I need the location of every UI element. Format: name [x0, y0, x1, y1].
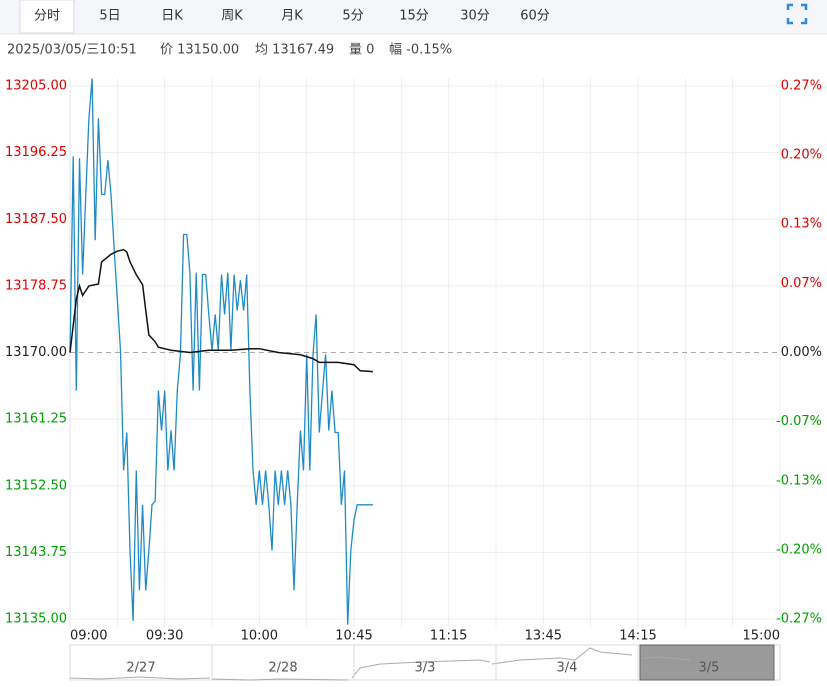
- x-tick-label: 14:15: [619, 629, 656, 644]
- info-item: 幅 -0.15%: [389, 43, 452, 58]
- y2-tick-label: -0.07%: [776, 414, 822, 429]
- navigator-date: 3/4: [557, 661, 578, 676]
- navigator-sparkline: [351, 659, 491, 679]
- tab[interactable]: 60分: [520, 9, 550, 24]
- x-tick-label: 09:30: [146, 629, 183, 644]
- info-item: 2025/03/05/三10:51: [7, 43, 137, 58]
- tab[interactable]: 30分: [460, 9, 490, 24]
- info-item: 量 0: [349, 43, 374, 58]
- y-tick-label: 13143.75: [5, 545, 67, 560]
- y2-tick-label: -0.13%: [776, 473, 822, 488]
- price-line: [69, 78, 373, 625]
- x-tick-label: 11:15: [430, 629, 467, 644]
- y-tick-label: 13196.25: [5, 145, 67, 160]
- tab[interactable]: 月K: [281, 9, 303, 24]
- tab[interactable]: 15分: [399, 9, 429, 24]
- range-selector[interactable]: [639, 644, 775, 681]
- tab[interactable]: 分时: [34, 9, 60, 24]
- y2-tick-label: 0.20%: [781, 148, 822, 163]
- y-tick-label: 13205.00: [5, 79, 67, 94]
- y-tick-label: 13178.75: [5, 278, 67, 293]
- navigator-date: 3/3: [415, 661, 436, 676]
- y2-tick-label: 0.13%: [781, 217, 822, 232]
- navigator-date: 3/5: [699, 661, 720, 676]
- y2-tick-label: 0.07%: [781, 276, 822, 291]
- tab[interactable]: 周K: [221, 9, 243, 24]
- average-line: [69, 248, 373, 373]
- tab[interactable]: 5日: [99, 9, 120, 24]
- navigator-date: 2/28: [268, 661, 297, 676]
- x-tick-label: 10:45: [335, 629, 372, 644]
- x-tick-label: 13:45: [525, 629, 562, 644]
- tab[interactable]: 5分: [342, 9, 363, 24]
- y-tick-label: 13135.00: [5, 612, 67, 627]
- navigator-sparkline: [491, 647, 633, 665]
- fullscreen-icon[interactable]: [786, 3, 808, 25]
- x-tick-label: 09:00: [70, 629, 107, 644]
- y-tick-label: 13187.50: [5, 212, 67, 227]
- y-tick-label: 13152.50: [5, 478, 67, 493]
- x-tick-label: 10:00: [241, 629, 278, 644]
- y2-tick-label: -0.27%: [776, 612, 822, 627]
- y-tick-label: 13170.00: [5, 345, 67, 360]
- active-tab: [19, 0, 75, 34]
- tab[interactable]: 日K: [161, 9, 183, 24]
- x-tick-label: 15:00: [743, 629, 780, 644]
- navigator-sparkline: [643, 656, 691, 661]
- y-tick-label: 13161.25: [5, 412, 67, 427]
- navigator-sparkline: [211, 678, 349, 681]
- navigator-date: 2/27: [126, 661, 155, 676]
- y2-tick-label: -0.20%: [776, 542, 822, 557]
- navigator-sparkline: [69, 676, 211, 680]
- y2-tick-label: 0.00%: [781, 345, 822, 360]
- info-item: 价 13150.00: [160, 43, 239, 58]
- tab-bar: [0, 0, 827, 34]
- info-item: 均 13167.49: [255, 43, 334, 58]
- y2-tick-label: 0.27%: [781, 79, 822, 94]
